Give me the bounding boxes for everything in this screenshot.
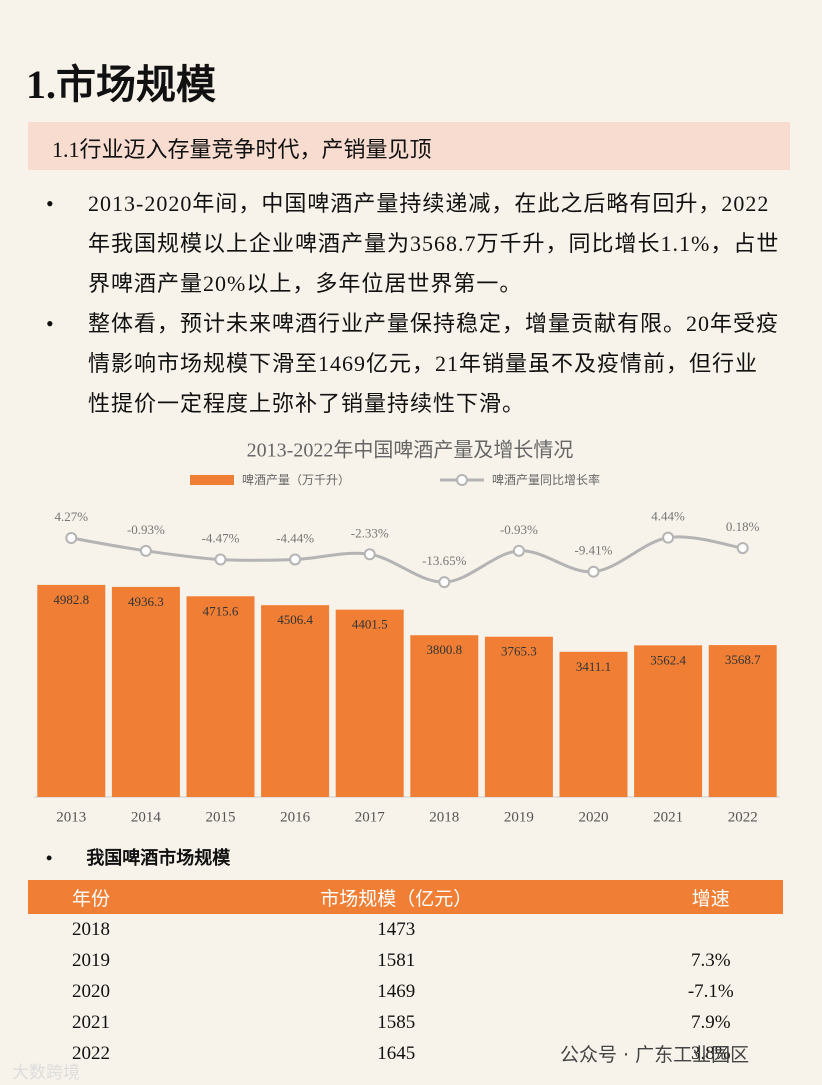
table-cell: -7.1% <box>687 980 734 1002</box>
x-tick-label: 2021 <box>653 809 683 825</box>
chart: 2013-2022年中国啤酒产量及增长情况 啤酒产量（万千升） 啤酒产量同比增长率… <box>34 439 780 825</box>
data-label: 4715.6 <box>203 603 239 618</box>
data-label: 4506.4 <box>277 612 313 627</box>
bar <box>559 651 628 797</box>
line-point <box>662 531 675 544</box>
table-cell <box>639 914 783 945</box>
data-label: 4.44% <box>651 509 685 524</box>
data-label: 3800.8 <box>426 642 462 657</box>
data-label: -2.33% <box>351 525 389 540</box>
chart-title: 2013-2022年中国啤酒产量及增长情况 <box>247 439 574 462</box>
data-label: -9.41% <box>575 543 613 558</box>
x-tick-label: 2015 <box>206 809 236 825</box>
table-cell: 7.3% <box>690 949 731 971</box>
table-row: 2022 1645 3.8% <box>28 1038 783 1069</box>
bar <box>410 635 479 797</box>
data-label: 4401.5 <box>352 617 388 632</box>
table-cell: 2022 <box>71 1042 110 1064</box>
data-label: 4.27% <box>55 509 89 524</box>
table-cell: 3.8% <box>690 1042 731 1064</box>
line-point <box>363 548 376 561</box>
bar <box>261 605 330 797</box>
table-label: 我国啤酒市场规模 <box>46 844 230 870</box>
table-cell: 1469 <box>377 980 416 1002</box>
subheading: 1.1行业迈入存量竞争时代，产销量见顶 <box>52 137 432 162</box>
bullet-list: 2013-2020年间，中国啤酒产量持续递减，在此之后略有回升，2022年我国规… <box>40 184 780 424</box>
x-tick-label: 2019 <box>504 809 534 825</box>
table-cell: 1581 <box>377 949 416 971</box>
x-tick-label: 2022 <box>728 809 758 825</box>
table-cell: 1473 <box>377 918 416 940</box>
table-header: 年份 <box>28 880 154 914</box>
line-point <box>736 542 749 555</box>
table-cell: 1585 <box>377 1011 416 1033</box>
bar <box>634 645 703 797</box>
data-label: 3411.1 <box>576 659 611 674</box>
line-point <box>512 544 525 557</box>
legend-swatch <box>190 475 234 485</box>
x-tick-label: 2013 <box>56 809 86 825</box>
data-label: -0.93% <box>500 522 538 537</box>
watermark: 公众号 · 广东工业园区 <box>560 1044 750 1066</box>
data-label: 3568.7 <box>725 652 761 667</box>
x-tick-label: 2020 <box>579 809 609 825</box>
x-tick-label: 2016 <box>280 809 311 825</box>
line-point <box>139 544 152 557</box>
data-label: -4.47% <box>202 531 240 546</box>
watermark: 大数跨境 <box>12 1063 80 1083</box>
line-point <box>438 576 451 589</box>
line-point <box>587 565 600 578</box>
table-cell: 7.9% <box>690 1011 731 1033</box>
table-cell: 1645 <box>377 1042 416 1064</box>
bar <box>111 586 180 797</box>
table-cell: 2018 <box>71 918 110 940</box>
table-cell: 2020 <box>71 980 110 1002</box>
bullet: 2013-2020年间，中国啤酒产量持续递减，在此之后略有回升，2022年我国规… <box>40 184 780 304</box>
data-label: 4982.8 <box>53 592 89 607</box>
data-label: -0.93% <box>127 522 165 537</box>
data-label: -4.44% <box>276 530 314 545</box>
line <box>71 535 743 584</box>
bar <box>708 645 777 797</box>
legend-label: 啤酒产量（万千升） <box>242 472 350 487</box>
bar <box>37 584 106 797</box>
x-tick-label: 2018 <box>429 809 459 825</box>
table-cell: 2021 <box>71 1011 110 1033</box>
table: 年份 市场规模（亿元） 增速 2018 1473 2019 1581 7.3% 2020 1469… <box>28 880 783 1069</box>
bar <box>335 609 404 797</box>
line-point <box>289 553 302 566</box>
x-tick-label: 2014 <box>131 809 162 825</box>
legend-label: 啤酒产量同比增长率 <box>492 472 600 487</box>
bar <box>484 636 553 797</box>
table-row: 2020 1469 -7.1% <box>28 976 783 1007</box>
x-tick-label: 2017 <box>355 809 386 825</box>
data-label: 4936.3 <box>128 594 164 609</box>
data-label: 0.18% <box>726 519 760 534</box>
data-label: -13.65% <box>422 553 467 568</box>
table-header: 市场规模（亿元） <box>153 880 639 914</box>
legend-swatch <box>456 474 468 486</box>
table-header: 增速 <box>638 880 783 914</box>
table-row: 2019 1581 7.3% <box>28 945 783 976</box>
bar <box>186 596 255 797</box>
line-point <box>214 553 227 566</box>
table-cell: 2019 <box>71 949 110 971</box>
data-label: 3765.3 <box>501 644 537 659</box>
line-point <box>65 532 78 545</box>
table-row: 2021 1585 7.9% <box>28 1007 783 1038</box>
subheading-bar: 1.1行业迈入存量竞争时代，产销量见顶 <box>28 122 790 170</box>
bullet: 整体看，预计未来啤酒行业产量保持稳定，增量贡献有限。20年受疫情影响市场规模下滑… <box>40 304 780 424</box>
heading: 1.市场规模 <box>26 62 216 107</box>
data-label: 3562.4 <box>650 652 686 667</box>
table-row: 2018 1473 <box>28 914 783 945</box>
